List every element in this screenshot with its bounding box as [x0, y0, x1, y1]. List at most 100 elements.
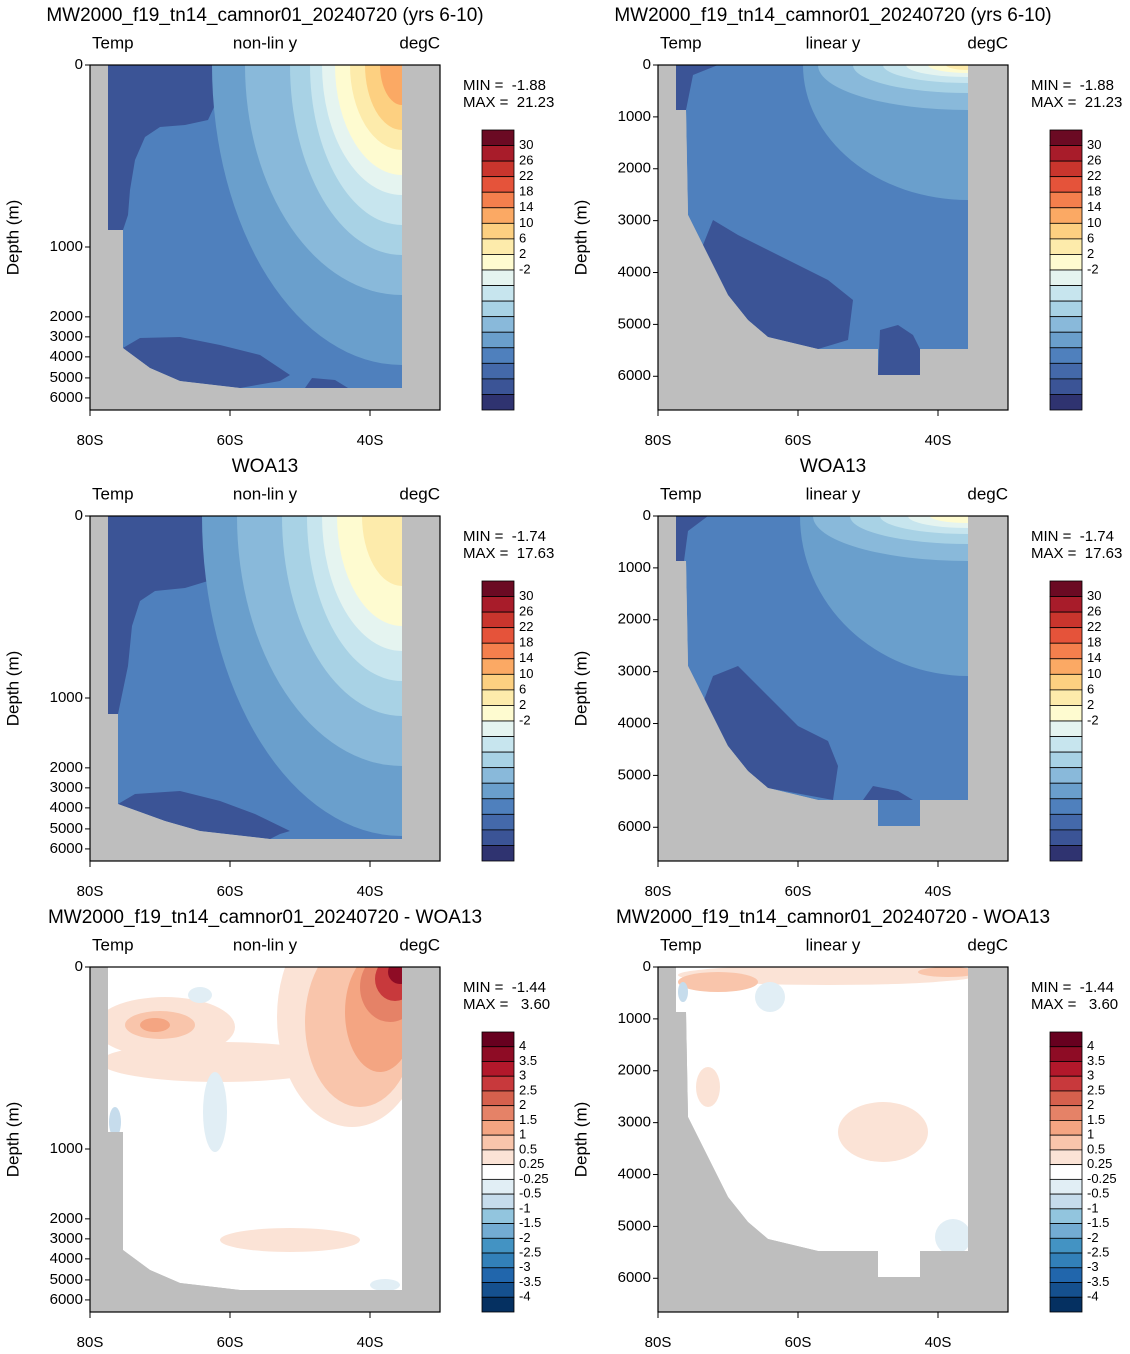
colorbar-box: [481, 1061, 515, 1077]
y-tick-label: 0: [75, 958, 83, 975]
contour-fill: [935, 1219, 968, 1255]
x-tick-label: 60S: [217, 883, 244, 900]
colorbar-box: [481, 1282, 515, 1298]
colorbar-box: [1049, 642, 1083, 660]
colorbar-box: [1049, 1237, 1083, 1254]
x-tick-label: 80S: [77, 432, 104, 449]
colorbar-box: [1049, 813, 1083, 831]
center-label: non-lin y: [233, 935, 298, 954]
panel: MW2000_f19_tn14_camnor01_20240720 (yrs 6…: [571, 5, 1122, 449]
y-tick-label: 1000: [50, 238, 83, 255]
left-label: Temp: [660, 935, 702, 954]
stat-text: MAX = 17.63: [1031, 545, 1122, 562]
y-tick-label: 3000: [618, 663, 651, 680]
y-tick-label: 1000: [50, 689, 83, 706]
colorbar-label: -0.5: [519, 1186, 541, 1201]
x-tick-label: 80S: [645, 432, 672, 449]
contour-field: [108, 65, 402, 388]
colorbar-box: [1049, 331, 1083, 349]
contour-fill: [337, 516, 402, 626]
colorbar-label: 18: [1087, 184, 1101, 199]
colorbar-box: [481, 1223, 515, 1239]
colorbar-label: 10: [519, 215, 533, 230]
colorbar-box: [1049, 1046, 1083, 1062]
colorbar-box: [1049, 689, 1083, 706]
colorbar-box: [1049, 1193, 1083, 1210]
colorbar-box: [1049, 1061, 1083, 1077]
colorbar-box: [481, 394, 515, 411]
colorbar-label: -3: [1087, 1259, 1099, 1274]
colorbar-label: -0.25: [1087, 1171, 1117, 1186]
colorbar-box: [481, 378, 515, 395]
colorbar-box: [1049, 269, 1083, 286]
center-label: linear y: [806, 484, 861, 503]
colorbar-box: [1049, 1090, 1083, 1107]
stat-text: MAX = 21.23: [463, 94, 554, 111]
colorbar-label: 26: [1087, 604, 1101, 619]
colorbar-label: 2: [1087, 697, 1094, 712]
colorbar-label: 30: [1087, 137, 1101, 152]
colorbar-box: [1049, 829, 1083, 846]
colorbar-box: [1049, 1149, 1083, 1166]
colorbar-label: -0.5: [1087, 1186, 1109, 1201]
y-tick-label: 1000: [618, 108, 651, 125]
colorbar-label: 18: [519, 635, 533, 650]
contour-fill: [800, 516, 968, 676]
left-label: Temp: [92, 33, 134, 52]
plot-frame: [657, 966, 1009, 1313]
x-tick-label: 60S: [217, 432, 244, 449]
colorbar-box: [1049, 596, 1083, 613]
colorbar-label: 30: [519, 137, 533, 152]
plot-frame: [89, 966, 441, 1313]
colorbar-box: [1049, 129, 1083, 146]
colorbar-label: 0.25: [519, 1156, 544, 1171]
colorbar-label: -4: [1087, 1289, 1099, 1304]
colorbar-box: [1049, 720, 1083, 737]
colorbar-label: -1: [519, 1200, 531, 1215]
x-tick-label: 60S: [785, 883, 812, 900]
y-tick-label: 5000: [618, 766, 651, 783]
colorbar-box: [481, 362, 515, 380]
panel: MW2000_f19_tn14_camnor01_20240720 - WOA1…: [3, 907, 550, 1351]
contour-fill: [838, 1102, 928, 1162]
colorbar-box: [481, 1149, 515, 1166]
colorbar-label: -3.5: [519, 1274, 541, 1289]
colorbar-box: [481, 751, 515, 769]
contour-field: [108, 967, 402, 1290]
stat-text: MIN = -1.44: [1031, 979, 1114, 996]
colorbar-box: [481, 829, 515, 846]
colorbar-label: 0.25: [1087, 1156, 1112, 1171]
colorbar-box: [481, 269, 515, 286]
colorbar-box: [1049, 673, 1083, 691]
panel-title: MW2000_f19_tn14_camnor01_20240720 (yrs 6…: [614, 5, 1051, 26]
y-tick-label: 2000: [618, 160, 651, 177]
colorbar-box: [481, 1031, 515, 1048]
colorbar-label: 0.5: [519, 1141, 537, 1156]
colorbar-box: [481, 1178, 515, 1195]
left-label: Temp: [92, 935, 134, 954]
plot-frame: [89, 64, 441, 411]
panel-title: MW2000_f19_tn14_camnor01_20240720 - WOA1…: [48, 907, 482, 928]
colorbar-box: [1049, 1208, 1083, 1224]
colorbar-box: [1049, 1164, 1083, 1180]
colorbar-label: -4: [519, 1289, 531, 1304]
contour-fill: [878, 325, 920, 375]
colorbar-box: [481, 1252, 515, 1269]
colorbar-label: -2: [519, 261, 531, 276]
colorbar-label: 3: [1087, 1068, 1094, 1083]
y-axis-label: Depth (m): [3, 651, 22, 727]
y-tick-label: 1000: [618, 559, 651, 576]
left-label: Temp: [92, 484, 134, 503]
y-tick-label: 6000: [618, 818, 651, 835]
colorbar-label: 6: [1087, 230, 1094, 245]
colorbar-box: [481, 1075, 515, 1092]
colorbar-box: [1049, 347, 1083, 364]
colorbar-label: 10: [1087, 666, 1101, 681]
colorbar-label: 26: [519, 153, 533, 168]
contour-field: [676, 967, 968, 1277]
contour-fill: [755, 982, 785, 1012]
y-tick-label: 4000: [50, 348, 83, 365]
center-label: linear y: [806, 935, 861, 954]
colorbar-box: [1049, 845, 1083, 862]
